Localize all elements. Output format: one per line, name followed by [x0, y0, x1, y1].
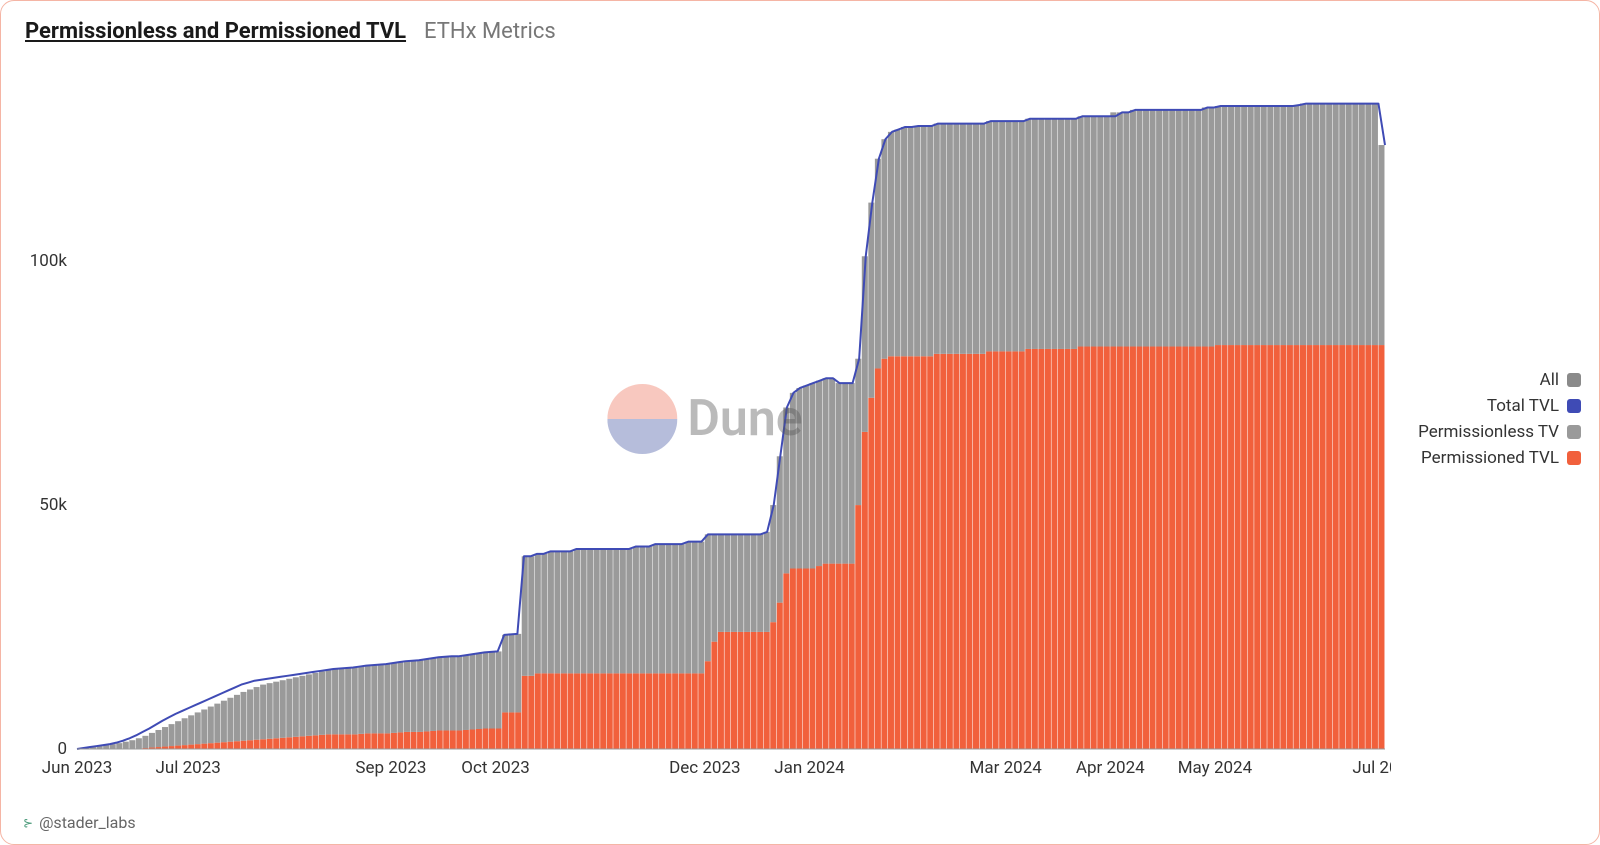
legend-swatch: [1567, 373, 1581, 387]
legend-swatch: [1567, 425, 1581, 439]
chart-wrapper: 0 50k 100k Jun 2023 Jul 2023 Sep 2023 Oct 2023…: [19, 56, 1581, 781]
attribution-handle: @stader_labs: [39, 813, 136, 832]
legend-item[interactable]: Permissioned TVL: [1407, 448, 1581, 468]
svg-text:Mar 2024: Mar 2024: [970, 758, 1043, 778]
svg-text:Apr 2024: Apr 2024: [1076, 758, 1145, 778]
attribution-footer[interactable]: ⊱ @stader_labs: [23, 813, 136, 832]
svg-text:Jun 2023: Jun 2023: [42, 758, 113, 778]
legend-item[interactable]: All: [1407, 370, 1581, 390]
chart-title[interactable]: Permissionless and Permissioned TVL: [25, 19, 406, 44]
svg-text:50k: 50k: [39, 495, 67, 515]
legend-label: Total TVL: [1487, 396, 1559, 416]
legend-label: All: [1540, 370, 1559, 390]
chart-svg: 0 50k 100k Jun 2023 Jul 2023 Sep 2023 Oct 2023…: [19, 56, 1391, 781]
chart-header: Permissionless and Permissioned TVL ETHx…: [1, 1, 1599, 52]
legend-label: Permissioned TVL: [1421, 448, 1559, 468]
svg-text:Jul 2023: Jul 2023: [156, 758, 221, 778]
svg-text:May 2024: May 2024: [1178, 758, 1253, 778]
svg-text:Jul 2024: Jul 2024: [1352, 758, 1391, 778]
legend-label: Permissionless TV: [1418, 422, 1559, 442]
legend-swatch: [1567, 399, 1581, 413]
legend-swatch: [1567, 451, 1581, 465]
svg-text:100k: 100k: [30, 251, 68, 271]
legend-item[interactable]: Total TVL: [1407, 396, 1581, 416]
svg-text:Dec 2023: Dec 2023: [669, 758, 741, 778]
svg-text:Jan 2024: Jan 2024: [774, 758, 845, 778]
plot-area[interactable]: 0 50k 100k Jun 2023 Jul 2023 Sep 2023 Oct 2023…: [19, 56, 1391, 781]
legend-item[interactable]: Permissionless TV: [1407, 422, 1581, 442]
verified-icon: ⊱: [23, 816, 33, 830]
svg-text:Sep 2023: Sep 2023: [355, 758, 426, 778]
chart-subtitle: ETHx Metrics: [424, 19, 556, 44]
chart-legend: All Total TVL Permissionless TV Permissione…: [1391, 56, 1581, 781]
svg-text:0: 0: [57, 739, 67, 759]
svg-text:Oct 2023: Oct 2023: [461, 758, 530, 778]
